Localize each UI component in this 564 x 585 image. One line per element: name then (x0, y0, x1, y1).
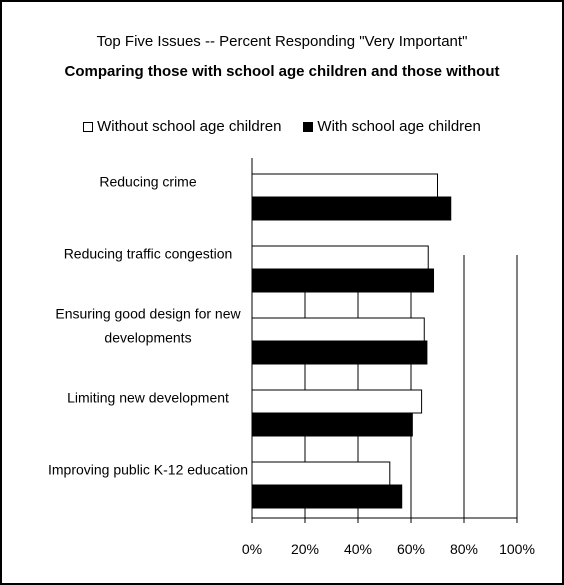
bar-with-children-3 (251, 412, 413, 437)
category-label-2-line-1: developments (104, 330, 191, 346)
bar-with-children-1 (251, 268, 435, 293)
chart-title: Top Five Issues -- Percent Responding "V… (96, 33, 468, 50)
legend: Without school age children With school … (0, 118, 564, 135)
bar-without-children-1 (251, 245, 429, 270)
bar-without-children-0 (251, 173, 438, 198)
bar-without-children-3 (251, 389, 423, 414)
x-tick-label-4: 80% (450, 541, 478, 557)
category-label-3: Limiting new development (67, 390, 229, 406)
legend-swatch-with-children (303, 121, 314, 132)
x-tick-label-0: 0% (242, 541, 262, 557)
x-tick-label-2: 40% (344, 541, 372, 557)
category-label-1: Reducing traffic congestion (64, 246, 233, 262)
bar-without-children-2 (251, 317, 425, 342)
x-tick-label-5: 100% (499, 541, 535, 557)
x-tick-label-1: 20% (291, 541, 319, 557)
x-tick-label-3: 60% (397, 541, 425, 557)
category-label-0: Reducing crime (99, 174, 196, 190)
bar-without-children-4 (251, 461, 391, 486)
category-label-2-line-0: Ensuring good design for new (55, 306, 241, 322)
chart-subtitle: Comparing those with school age children… (64, 63, 500, 80)
legend-item-without-children: Without school age children (83, 118, 281, 135)
legend-label-with-children: With school age children (317, 118, 481, 135)
category-label-4: Improving public K-12 education (48, 462, 248, 478)
legend-swatch-without-children (83, 121, 94, 132)
bar-with-children-0 (251, 196, 452, 221)
legend-item-with-children: With school age children (303, 118, 481, 135)
bar-with-children-2 (251, 340, 428, 365)
legend-label-without-children: Without school age children (97, 118, 282, 135)
bar-with-children-4 (251, 484, 403, 509)
